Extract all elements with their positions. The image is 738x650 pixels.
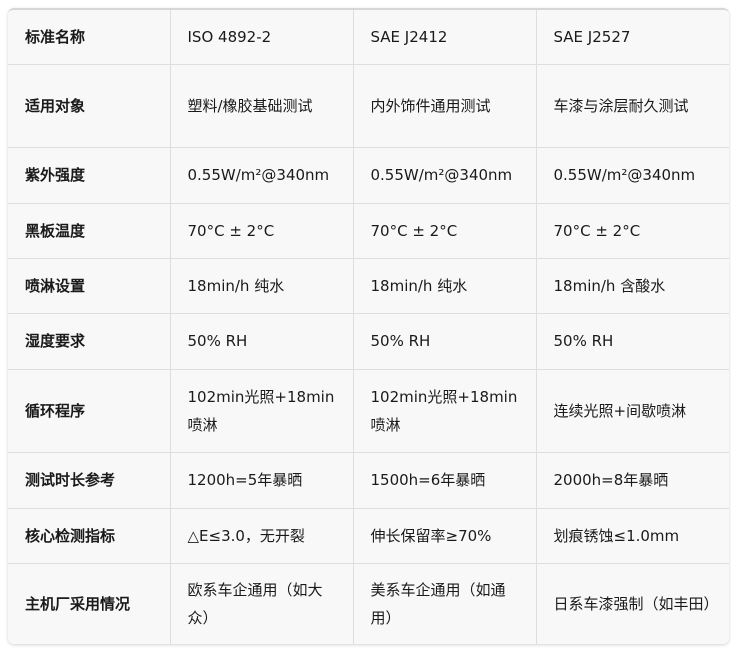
table-cell: 18min/h 纯水 xyxy=(169,257,354,314)
table-cell: 日系车漆强制（如丰田） xyxy=(535,562,729,644)
table-cell: 连续光照+间歇喷淋 xyxy=(535,368,729,453)
standards-comparison-table: 标准名称 ISO 4892-2 SAE J2412 SAE J2527 适用对象… xyxy=(8,10,729,644)
table-cell: 50% RH xyxy=(535,312,729,370)
header-cell: SAE J2527 xyxy=(535,10,729,65)
standards-comparison-table-container: 标准名称 ISO 4892-2 SAE J2412 SAE J2527 适用对象… xyxy=(8,8,729,644)
table-row: 喷淋设置 18min/h 纯水 18min/h 纯水 18min/h 含酸水 xyxy=(8,257,729,314)
row-label: 核心检测指标 xyxy=(8,507,171,564)
table-cell: 18min/h 纯水 xyxy=(352,257,537,314)
table-cell: 1200h=5年暴晒 xyxy=(169,451,354,509)
table-cell: 0.55W/m²@340nm xyxy=(352,146,537,204)
row-label: 适用对象 xyxy=(8,63,171,148)
header-cell: ISO 4892-2 xyxy=(169,10,354,65)
table-cell: 50% RH xyxy=(352,312,537,370)
table-cell: 1500h=6年暴晒 xyxy=(352,451,537,509)
table-cell: △E≤3.0，无开裂 xyxy=(169,507,354,564)
table-row: 黑板温度 70°C ± 2°C 70°C ± 2°C 70°C ± 2°C xyxy=(8,202,729,259)
table-row: 主机厂采用情况 欧系车企通用（如大众） 美系车企通用（如通用） 日系车漆强制（如… xyxy=(8,562,729,644)
table-row: 核心检测指标 △E≤3.0，无开裂 伸长保留率≥70% 划痕锈蚀≤1.0mm xyxy=(8,507,729,564)
table-cell: 内外饰件通用测试 xyxy=(352,63,537,148)
row-label: 湿度要求 xyxy=(8,312,171,370)
table-row: 测试时长参考 1200h=5年暴晒 1500h=6年暴晒 2000h=8年暴晒 xyxy=(8,451,729,509)
table-cell: 0.55W/m²@340nm xyxy=(535,146,729,204)
table-cell: 70°C ± 2°C xyxy=(535,202,729,259)
table-cell: 70°C ± 2°C xyxy=(352,202,537,259)
row-label: 黑板温度 xyxy=(8,202,171,259)
table-cell: 2000h=8年暴晒 xyxy=(535,451,729,509)
row-label: 循环程序 xyxy=(8,368,171,453)
table-cell: 0.55W/m²@340nm xyxy=(169,146,354,204)
header-cell: 标准名称 xyxy=(8,10,171,65)
header-cell: SAE J2412 xyxy=(352,10,537,65)
row-label: 主机厂采用情况 xyxy=(8,562,171,644)
table-cell: 70°C ± 2°C xyxy=(169,202,354,259)
table-cell: 车漆与涂层耐久测试 xyxy=(535,63,729,148)
table-cell: 18min/h 含酸水 xyxy=(535,257,729,314)
table-cell: 伸长保留率≥70% xyxy=(352,507,537,564)
table-row: 循环程序 102min光照+18min喷淋 102min光照+18min喷淋 连… xyxy=(8,368,729,453)
table-row: 湿度要求 50% RH 50% RH 50% RH xyxy=(8,312,729,370)
table-cell: 欧系车企通用（如大众） xyxy=(169,562,354,644)
table-cell: 划痕锈蚀≤1.0mm xyxy=(535,507,729,564)
table-header-row: 标准名称 ISO 4892-2 SAE J2412 SAE J2527 xyxy=(8,10,729,65)
table-row: 紫外强度 0.55W/m²@340nm 0.55W/m²@340nm 0.55W… xyxy=(8,146,729,204)
table-row: 适用对象 塑料/橡胶基础测试 内外饰件通用测试 车漆与涂层耐久测试 xyxy=(8,63,729,148)
row-label: 测试时长参考 xyxy=(8,451,171,509)
table-cell: 102min光照+18min喷淋 xyxy=(169,368,354,453)
table-cell: 50% RH xyxy=(169,312,354,370)
table-cell: 美系车企通用（如通用） xyxy=(352,562,537,644)
table-cell: 塑料/橡胶基础测试 xyxy=(169,63,354,148)
row-label: 喷淋设置 xyxy=(8,257,171,314)
row-label: 紫外强度 xyxy=(8,146,171,204)
table-cell: 102min光照+18min喷淋 xyxy=(352,368,537,453)
